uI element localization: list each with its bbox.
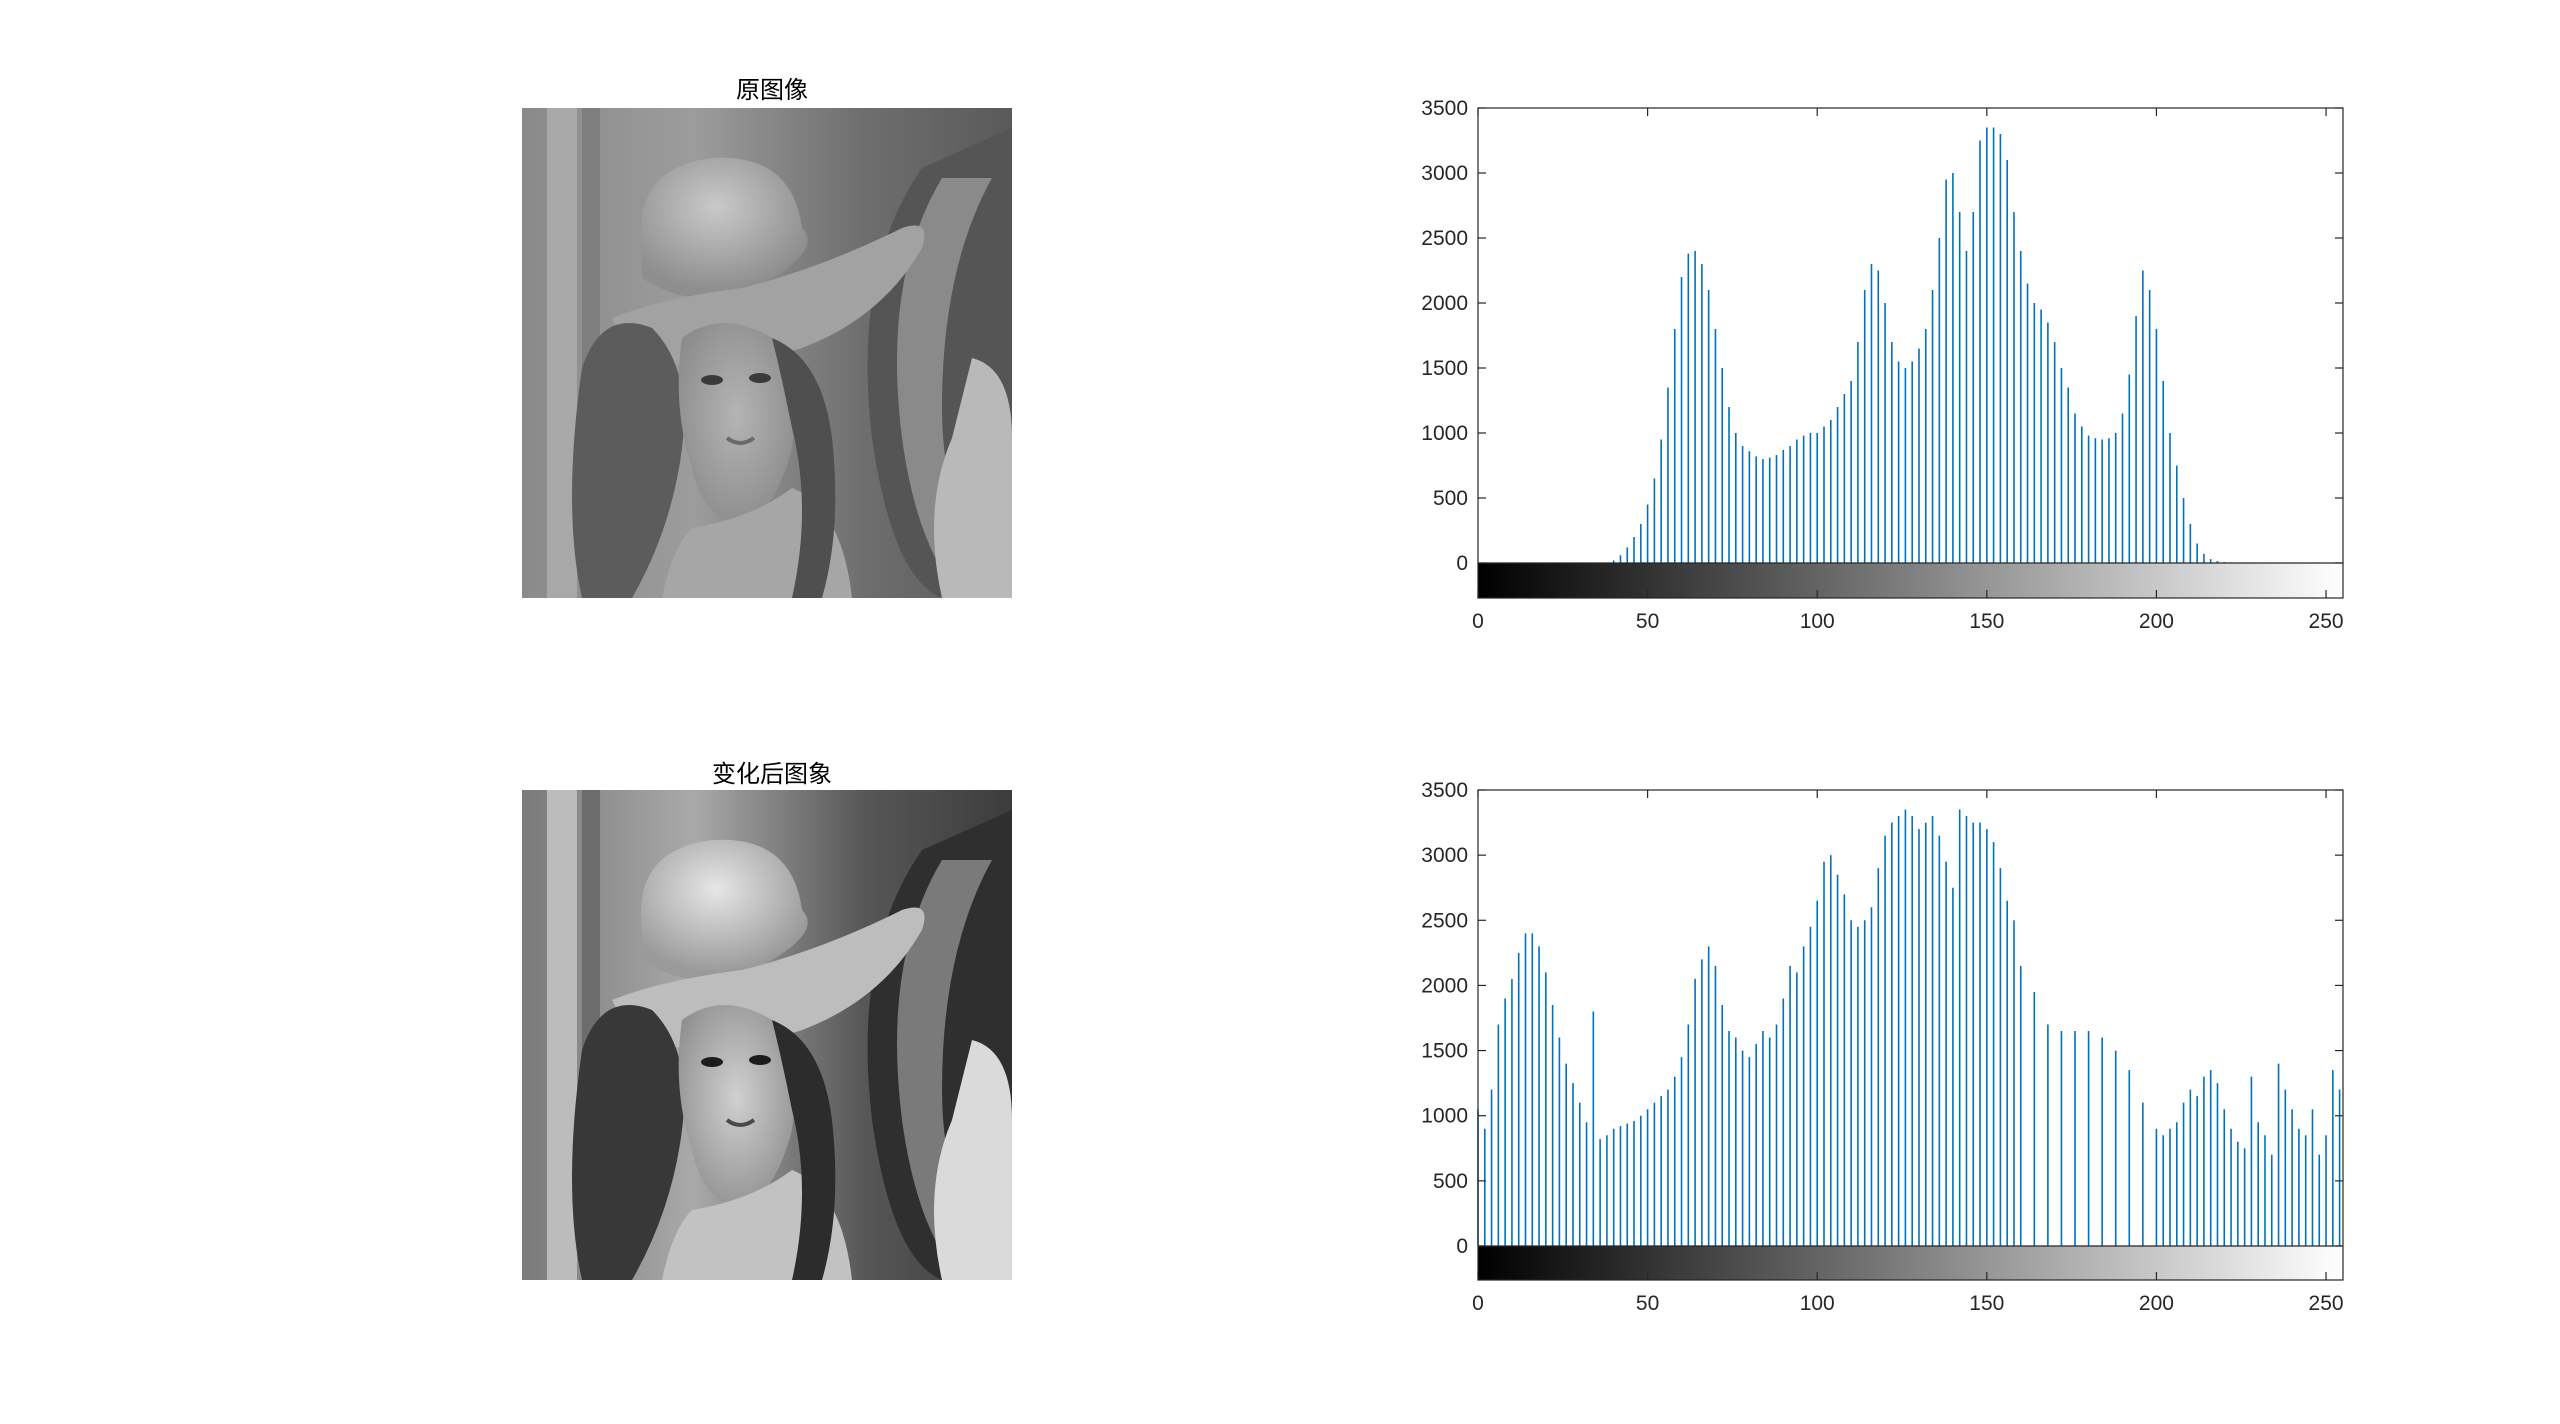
x-tick-label: 200	[2139, 610, 2174, 633]
original-histogram: 0 500 1000 1500 2000 2500 3000 3500 0 50 100 150 200…	[1421, 97, 2344, 633]
equalized-histogram: 0 500 1000 1500 2000 2500 3000 3500 0 50 100 150 200…	[1421, 779, 2344, 1315]
x-tick-label: 50	[1636, 610, 1659, 633]
grayscale-colorbar	[1478, 563, 2343, 598]
y-tick-label: 2500	[1421, 909, 1468, 932]
original-image-title: 原图像	[736, 76, 808, 104]
y-tick-label: 2000	[1421, 974, 1468, 997]
x-tick-label: 200	[2139, 1292, 2174, 1315]
x-tick-label: 50	[1636, 1292, 1659, 1315]
x-tick-label: 150	[1969, 610, 2004, 633]
grayscale-colorbar	[1478, 1246, 2343, 1280]
x-tick-label: 0	[1472, 1292, 1484, 1315]
y-tick-label: 500	[1433, 1170, 1468, 1193]
original-image	[522, 108, 1012, 598]
axes-box	[1477, 107, 2344, 599]
x-tick-label: 0	[1472, 610, 1484, 633]
y-tick-label: 500	[1433, 487, 1468, 510]
y-tick-label: 1500	[1421, 1040, 1468, 1063]
y-tick-label: 2000	[1421, 292, 1468, 315]
y-tick-label: 3500	[1421, 97, 1468, 120]
portrait-photo-original	[522, 108, 1012, 598]
x-tick-label: 100	[1800, 1292, 1835, 1315]
x-tick-label: 250	[2309, 610, 2344, 633]
y-tick-label: 0	[1456, 1235, 1468, 1258]
x-tick-label: 150	[1969, 1292, 2004, 1315]
y-tick-label: 3500	[1421, 779, 1468, 802]
transformed-image	[522, 790, 1012, 1280]
axes-box	[1477, 789, 2344, 1281]
y-tick-label: 3000	[1421, 844, 1468, 867]
y-tick-label: 1500	[1421, 357, 1468, 380]
portrait-photo-transformed	[522, 790, 1012, 1280]
y-tick-label: 2500	[1421, 227, 1468, 250]
y-tick-label: 1000	[1421, 1105, 1468, 1128]
transformed-image-title: 变化后图象	[712, 760, 832, 788]
y-tick-label: 1000	[1421, 422, 1468, 445]
y-tick-label: 0	[1456, 552, 1468, 575]
x-tick-label: 250	[2309, 1292, 2344, 1315]
x-tick-label: 100	[1800, 610, 1835, 633]
y-tick-label: 3000	[1421, 162, 1468, 185]
